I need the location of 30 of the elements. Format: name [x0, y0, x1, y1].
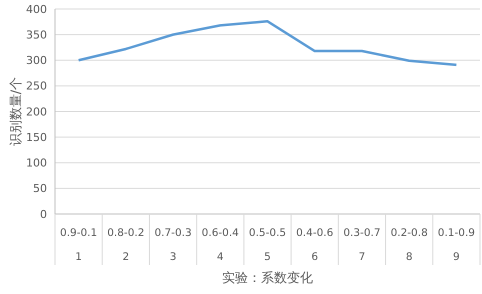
- text: 1: [75, 251, 82, 263]
- y-tick-label: 0: [40, 208, 47, 221]
- x-tick-label: 0.3-0.7: [343, 227, 381, 239]
- text: 3: [170, 251, 176, 263]
- x-tick-label: 0.4-0.6: [296, 227, 334, 239]
- y-tick-label: 400: [26, 2, 47, 16]
- y-tick-label: 100: [26, 156, 47, 170]
- y-tick-label: 200: [26, 105, 47, 118]
- x-tick-label: 0.9-0.1: [60, 227, 98, 239]
- x-tick-label: 0.6-0.4: [202, 227, 240, 239]
- x-tick-label: 0.5-0.5: [248, 227, 286, 239]
- y-tick-label: 50: [33, 182, 47, 196]
- text: 4: [216, 251, 224, 263]
- y-tick-label: 250: [26, 80, 47, 93]
- line-series: [77, 20, 458, 66]
- x-tick-label: 0.2-0.8: [390, 227, 428, 239]
- x-axis-title: 实验：系数变化: [222, 271, 313, 286]
- text: 5: [264, 251, 271, 263]
- x-tick-label: 0.8-0.2: [107, 227, 144, 239]
- y-tick-label: 300: [26, 54, 47, 68]
- y-tick-label: 350: [26, 28, 47, 42]
- text: 2: [122, 251, 130, 263]
- y-tick-label: 150: [26, 130, 47, 144]
- y-axis-title: 识别数量/个: [9, 76, 24, 146]
- x-tick-label: 0.1-0.9: [438, 227, 475, 239]
- text: 9: [453, 251, 460, 263]
- text: 6: [311, 251, 318, 263]
- text: 8: [406, 251, 413, 263]
- x-tick-label: 0.7-0.3: [154, 227, 192, 239]
- text: 7: [358, 251, 366, 263]
